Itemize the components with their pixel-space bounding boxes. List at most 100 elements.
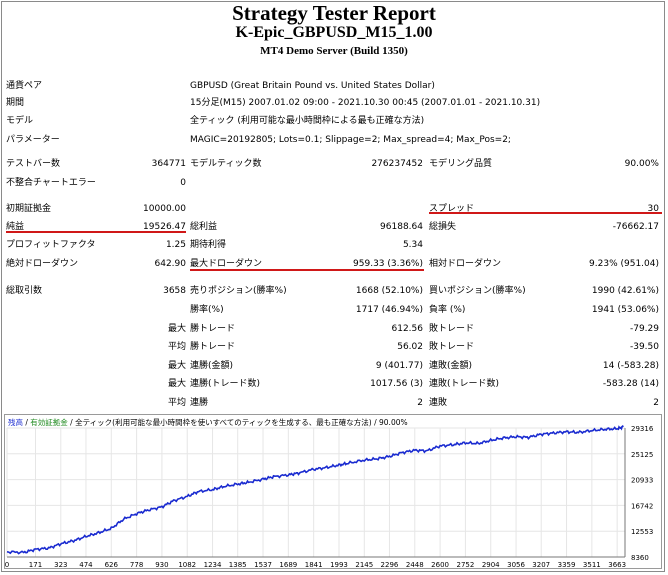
legend-sep-2: / [67,418,76,427]
maxdd-underline [190,269,424,271]
reldd-label: 相対ドローダウン [429,259,502,269]
x-tick-label: 930 [155,561,168,569]
legend-balance: 残高 [8,418,23,427]
largest-loss-value: -79.29 [629,324,659,334]
params-value: MAGIC=20192805; Lots=0.1; Slippage=2; Ma… [190,135,511,145]
avg-win-value: 56.02 [397,342,423,352]
balance-chart [4,414,662,569]
x-tick-label: 2904 [482,561,500,569]
legend-model: 全ティック(利用可能な最小時間枠を使いすべてのティックを生成する、最も正確な方法… [75,418,408,427]
bars-label: テストバー数 [6,159,61,169]
cons-loss-amt-value: 14 (-583.28) [602,361,659,371]
x-tick-label: 0 [5,561,9,569]
grossloss-value: -76662.17 [612,222,659,232]
avg-label-2: 平均 [167,398,186,408]
y-tick-label: 25125 [631,451,653,459]
x-tick-label: 3663 [608,561,626,569]
x-tick-label: 3207 [532,561,550,569]
avg-win-label: 勝トレード [190,342,236,352]
x-tick-label: 2600 [431,561,449,569]
cons-win-amt-value: 9 (401.77) [375,361,423,371]
avg-label-1: 平均 [167,342,186,352]
expected-value: 5.34 [402,240,423,250]
symbol-label: 通貨ペア [6,81,43,91]
y-tick-label: 8360 [631,554,649,562]
max-label-2: 最大 [167,361,186,371]
trades-label: 総取引数 [6,286,43,296]
long-label: 買いポジション(勝率%) [429,286,526,296]
x-tick-label: 474 [79,561,93,569]
maxdd-label: 最大ドローダウン [190,259,263,269]
cons-win-trd-label: 連勝(トレード数) [190,379,261,389]
x-tick-label: 171 [29,561,42,569]
avg-loss-label: 敗トレード [429,342,475,352]
avg-cons-loss-value: 2 [653,398,659,408]
model-label: モデル [6,116,34,126]
y-tick-label: 20933 [631,477,653,485]
winrate-label: 勝率(%) [190,305,224,315]
x-tick-label: 1841 [305,561,323,569]
spread-underline [429,212,662,214]
avg-loss-value: -39.50 [629,342,659,352]
x-tick-label: 1689 [279,561,297,569]
pf-value: 1.25 [165,240,186,250]
chart-legend: 残高 / 有効証拠金 / 全ティック(利用可能な最小時間枠を使いすべてのティック… [8,417,408,428]
grossprofit-label: 総利益 [190,222,218,232]
x-tick-label: 1537 [254,561,272,569]
balance-line [6,424,624,555]
largest-loss-label: 敗トレード [429,324,475,334]
spread-value: 30 [647,204,659,214]
quality-label: モデリング品質 [429,159,493,169]
x-tick-label: 2145 [355,561,373,569]
params-label: パラメーター [6,135,60,145]
y-tick-label: 16742 [631,502,653,510]
short-value: 1668 (52.10%) [355,286,423,296]
max-label-3: 最大 [167,379,186,389]
mismatch-label: 不整合チャートエラー [6,178,96,188]
period-label: 期間 [6,98,25,108]
absdd-value: 642.90 [154,259,187,269]
maxdd-value: 959.33 (3.36%) [353,259,423,269]
expected-label: 期待利得 [190,240,227,250]
x-tick-label: 3359 [558,561,576,569]
legend-sep-1: / [23,418,31,427]
server-name: MT4 Demo Server (Build 1350) [260,45,408,57]
ticks-value: 276237452 [371,159,423,169]
long-value: 1990 (42.61%) [591,286,659,296]
report-title: Strategy Tester Report [232,1,436,25]
mismatch-value: 0 [180,178,186,188]
avg-cons-win-value: 2 [417,398,423,408]
x-tick-label: 1234 [204,561,222,569]
largest-win-label: 勝トレード [190,324,236,334]
lossrate-label: 負率 (%) [429,305,466,315]
report-subtitle: K-Epic_GBPUSD_M15_1.00 [235,24,433,41]
y-tick-label: 12553 [631,528,653,536]
symbol-value: GBPUSD (Great Britain Pound vs. United S… [190,81,435,91]
legend-margin: 有効証拠金 [30,418,68,427]
x-tick-label: 626 [105,561,119,569]
short-label: 売りポジション(勝率%) [190,286,287,296]
x-tick-label: 3056 [507,561,525,569]
bars-value: 364771 [151,159,186,169]
x-tick-label: 2448 [406,561,424,569]
x-tick-label: 2752 [457,561,475,569]
netprofit-value: 19526.47 [143,222,186,232]
x-tick-label: 3511 [583,561,601,569]
ticks-label: モデルティック数 [190,159,262,169]
x-tick-label: 1385 [229,561,247,569]
netprofit-label: 純益 [6,222,25,232]
grossloss-label: 総損失 [429,222,457,232]
period-value: 15分足(M15) 2007.01.02 09:00 - 2021.10.30 … [190,98,541,108]
grossprofit-value: 96188.64 [380,222,423,232]
spread-label: スプレッド [429,204,475,214]
cons-loss-trd-value: -583.28 (14) [602,379,659,389]
quality-value: 90.00% [624,159,659,169]
lossrate-value: 1941 (53.06%) [591,305,659,315]
deposit-label: 初期証拠金 [6,204,52,214]
cons-loss-amt-label: 連敗(金額) [429,361,473,371]
avg-cons-loss-label: 連敗 [429,398,448,408]
x-tick-label: 778 [130,561,143,569]
x-tick-label: 1993 [330,561,348,569]
x-tick-label: 2296 [381,561,399,569]
